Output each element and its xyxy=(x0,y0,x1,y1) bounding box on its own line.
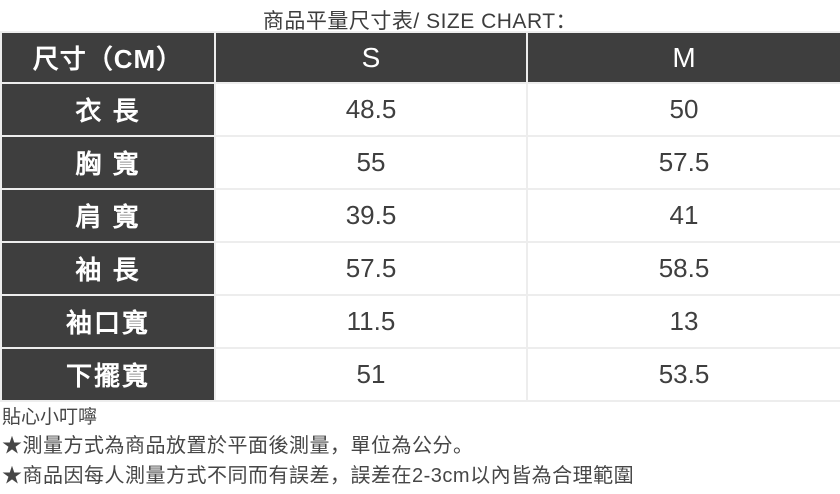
row-label: 胸 寬 xyxy=(0,135,216,190)
table-row-shoulder-width: 肩 寬 39.5 41 xyxy=(0,188,840,243)
row-label: 衣 長 xyxy=(0,82,216,137)
measurement-notes: 貼心小叮嚀 ★測量方式為商品放置於平面後測量，單位為公分。 ★商品因每人測量方式… xyxy=(0,402,840,491)
header-row: 尺寸（CM） S M xyxy=(0,31,840,84)
value-m: 58.5 xyxy=(526,241,840,296)
value-s: 57.5 xyxy=(214,241,528,296)
table-row-cuff-width: 袖口寬 11.5 13 xyxy=(0,294,840,349)
row-label: 袖口寬 xyxy=(0,294,216,349)
value-m: 53.5 xyxy=(526,347,840,402)
row-label: 肩 寬 xyxy=(0,188,216,243)
value-s: 51 xyxy=(214,347,528,402)
row-label: 袖 長 xyxy=(0,241,216,296)
value-m: 50 xyxy=(526,82,840,137)
value-s: 11.5 xyxy=(214,294,528,349)
row-label: 下擺寬 xyxy=(0,347,216,402)
value-s: 55 xyxy=(214,135,528,190)
notes-heading: 貼心小叮嚀 xyxy=(2,407,98,428)
page-title: 商品平量尺寸表/ SIZE CHART： xyxy=(262,10,578,33)
table-row-sleeve-length: 袖 長 57.5 58.5 xyxy=(0,241,840,296)
note-line-tolerance: ★商品因每人測量方式不同而有誤差，誤差在2-3cm以內皆為合理範圍 xyxy=(2,465,635,487)
value-m: 13 xyxy=(526,294,840,349)
table-row-hem-width: 下擺寬 51 53.5 xyxy=(0,347,840,402)
note-line-measure-method: ★測量方式為商品放置於平面後測量，單位為公分。 xyxy=(2,435,474,457)
header-cell-dimension: 尺寸（CM） xyxy=(0,31,216,84)
value-m: 41 xyxy=(526,188,840,243)
header-cell-size-m: M xyxy=(526,31,840,84)
size-chart-table: 尺寸（CM） S M 衣 長 48.5 50 胸 寬 55 57.5 肩 寬 3… xyxy=(0,31,840,402)
value-s: 39.5 xyxy=(214,188,528,243)
header-cell-size-s: S xyxy=(214,31,528,84)
value-m: 57.5 xyxy=(526,135,840,190)
table-row-garment-length: 衣 長 48.5 50 xyxy=(0,82,840,137)
table-row-chest-width: 胸 寬 55 57.5 xyxy=(0,135,840,190)
value-s: 48.5 xyxy=(214,82,528,137)
